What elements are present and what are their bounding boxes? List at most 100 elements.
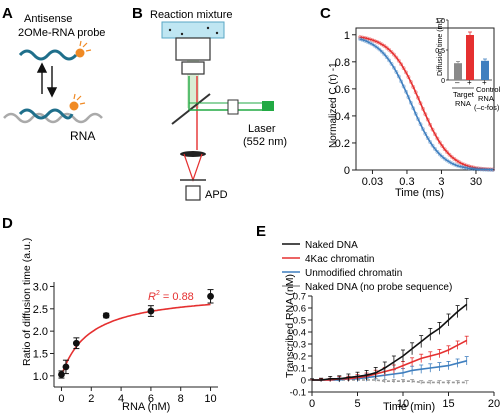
probe-label-line1: Antisense [24,13,72,25]
e-legend: Naked DNA 4Kac chromatin Unmodified chro… [282,240,452,293]
c-sample-point [437,152,442,157]
c-plot-frame [355,27,495,171]
inset-group2-line3: (–c-fos) [474,103,500,112]
emission-cone [183,153,203,182]
panel-letter-b: B [132,5,143,22]
c-sample-point [437,140,442,145]
c-sample-point [387,58,392,63]
legend-4kac: 4Kac chromatin [305,254,374,265]
c-sample-point [382,52,387,57]
d-data-point [102,312,110,319]
rna-label: RNA [70,129,95,143]
inset-bar [481,60,489,80]
e-series-line [312,360,467,381]
e-ytick-label: 0.5 [293,316,306,327]
c-sample-point [435,149,440,154]
c-xtick-label: 0.3 [399,176,414,188]
d-xtick-label: 4 [118,393,124,405]
objective-lens [175,37,211,61]
inset-sign-2: + [467,78,472,87]
c-sample-point [375,45,379,50]
apd-detector [185,185,201,201]
laser-label: Laser [248,123,276,135]
d-ylabel: Ratio of diffusion time (a.u.) [21,238,33,366]
c-sample-point [440,154,445,159]
d-annotation-sup: 2 [156,290,160,297]
bound-probe-strand [18,108,74,120]
c-sample-point [433,147,437,151]
e-xtick-label: 5 [354,398,360,410]
e-ytick-label: 0.1 [293,364,306,375]
sample-molecules [168,26,219,36]
e-axis-ticks: 0 5 10 15 20-0.100.10.20.30.40.50.60.7 [290,292,500,411]
d-annotation: R2 = 0.88 [148,290,194,303]
c-ytick-label: 0.4 [335,111,350,123]
d-ytick-label: 1.5 [33,348,48,360]
e-ytick-label: 0.6 [293,304,306,315]
legend-unmodified: Unmodified chromatin [305,268,402,279]
d-ytick-label: 2.5 [33,304,48,316]
c-ytick-label: 1 [344,30,350,42]
c-ylabel: Normalized C (τ) -1 [328,62,339,148]
bound-fluorophore [69,101,79,111]
reaction-mixture-title: Reaction mixture [150,9,233,21]
e-xlabel: Time (min) [383,401,435,413]
inset-group1-line1: Target [453,90,475,99]
d-axis-ticks: 0 2 4 6 8 10 1.0 1.5 2.0 2.5 3.0 [33,281,217,405]
e-xtick-label: 15 [442,398,454,410]
fluorescence-rays-top [79,40,92,52]
e-xtick-label: 10 [397,398,409,410]
inset-bar [466,35,474,80]
c-fit-curve [359,38,494,171]
legend-naked-dna: Naked DNA [305,240,358,251]
e-ytick-label: 0.2 [293,352,306,363]
panel-e: E Naked DNA 4Kac chromatin Unmodified ch… [256,223,500,413]
apd-label: APD [205,189,228,201]
c-sample-point [387,47,392,52]
d-fit-line [60,303,211,377]
c-sample-point [392,52,396,57]
c-xtick-label: 30 [470,176,482,188]
panel-letter-d: D [2,215,13,232]
inset-ytick-label: 0.5 [435,48,445,55]
e-series-line [312,303,468,381]
d-xtick-label: 0 [58,393,64,405]
d-annotation-val: = 0.88 [160,291,194,303]
inset-ytick-label: 0 [441,78,445,85]
panel-d: D Ratio of diffusion time (a.u.) 0 2 4 6 8 10… [2,215,218,413]
c-ytick-label: 0 [344,165,350,177]
d-ytick-label: 1.0 [33,371,48,383]
c-axis-ticks: 0.03 0.3 3 30 0 0.2 0.4 0.6 0.8 1 [335,30,482,188]
c-sample-point [399,62,404,67]
inset-group2-line2: RNA [478,94,494,103]
d-data-point [207,292,214,300]
c-sample-point [382,44,387,48]
laser-wavelength: (552 nm) [243,136,287,148]
d-xtick-label: 8 [178,393,184,405]
c-xtick-label: 3 [438,176,444,188]
panel-letter-a: A [2,5,13,22]
inset-sign-1: – [455,78,460,87]
target-rna-strand [3,112,103,124]
e-ytick-label: -0.1 [290,388,306,399]
d-data-point [62,363,70,371]
inset-group2-line1: Control [476,85,500,94]
c-sample-point [384,45,389,50]
c-ytick-label: 0.8 [335,57,350,69]
legend-no-probe: Naked DNA (no probe sequence) [305,282,452,293]
d-xtick-label: 6 [148,393,154,405]
c-sample-point [377,47,382,52]
c-sample-point [394,55,399,60]
panel-c: C Normalized C (τ) -1 0.03 0.3 3 3000.20.40… [320,5,500,199]
c-sample-point [428,140,433,144]
e-xtick-label: 20 [488,398,500,410]
panel-b: B Reaction mixture Laser (552 nm) APD [132,5,287,201]
inset-bar [454,63,462,80]
e-ytick-label: 0.3 [293,340,306,351]
inset-group1-line2: RNA [455,99,471,108]
e-ylabel: Transcribed RNA (nM) [284,274,296,378]
d-data-point [147,307,155,315]
inset-ylabel: Diffusion time (ms) [437,18,444,76]
objective-lower [181,61,205,75]
